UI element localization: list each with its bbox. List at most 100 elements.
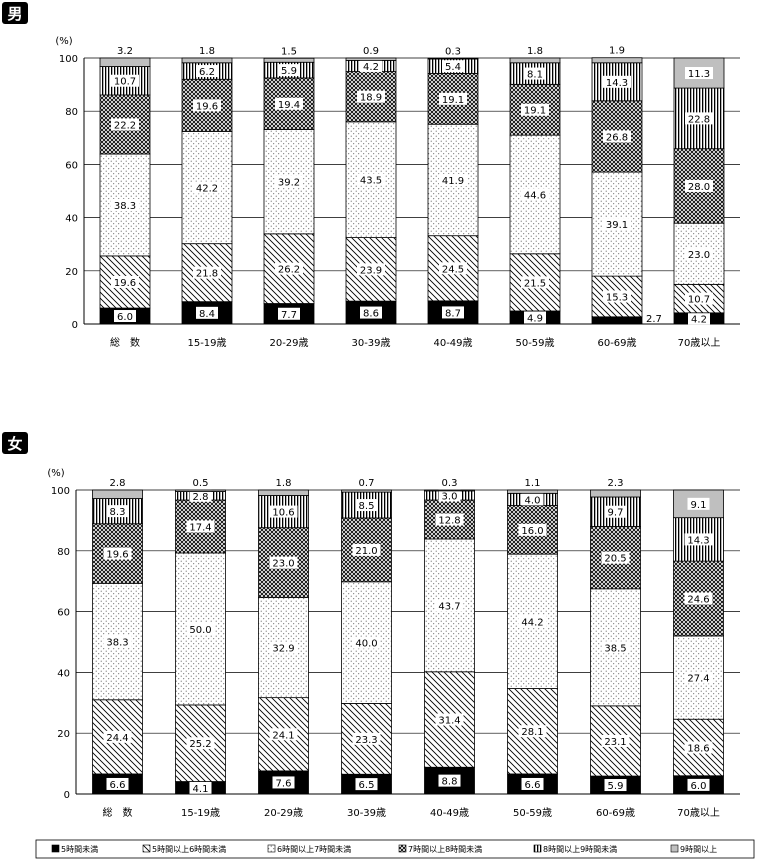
value-label-bg (604, 779, 627, 792)
value-label: 11.3 (688, 69, 710, 80)
female-badge-label: 女 (7, 435, 22, 453)
value-label: 19.1 (442, 95, 464, 106)
value-label: 1.8 (527, 46, 543, 57)
value-label-bg (685, 112, 713, 125)
value-label: 2.8 (110, 478, 126, 489)
value-label-bg (603, 130, 631, 143)
value-label-bg (521, 493, 544, 506)
value-label-bg (442, 60, 464, 73)
value-label: 10.7 (688, 295, 710, 306)
value-label: 8.8 (442, 777, 458, 788)
value-label: 4.1 (193, 784, 209, 795)
bar-segment (181, 57, 233, 64)
value-label: 6.6 (110, 780, 126, 791)
value-label-bg (278, 64, 300, 77)
value-label-bg (269, 556, 298, 569)
value-label: 8.6 (363, 309, 379, 320)
legend-swatch (398, 844, 407, 853)
value-label-bg (685, 179, 713, 192)
value-label-bg (111, 198, 139, 211)
value-label: 9.7 (608, 508, 624, 519)
value-label: 5.9 (281, 66, 297, 77)
value-label: 19.6 (106, 550, 128, 561)
value-label: 3.2 (117, 46, 133, 57)
value-label-bg (603, 290, 631, 303)
value-label: 10.7 (114, 77, 136, 88)
value-label-bg (357, 90, 385, 103)
value-label-bg (275, 97, 303, 110)
male-chart: (%) 0 20 40 60 80 100 6.0 19.6 38.3 22.2 10.7 3.2 総 数… (55, 36, 740, 349)
value-label: 12.8 (438, 515, 460, 526)
value-label-bg (103, 730, 132, 743)
y-axis-unit: (%) (55, 36, 72, 47)
value-label: 8.4 (199, 309, 215, 320)
value-label-bg (521, 276, 549, 289)
value-label-bg (684, 741, 713, 754)
value-label: 14.3 (606, 78, 628, 89)
value-label: 19.6 (196, 101, 218, 112)
value-label: 40.0 (355, 639, 377, 650)
value-label: 27.4 (687, 674, 709, 685)
value-label-bg (275, 262, 303, 275)
value-label-bg (278, 307, 300, 320)
y-tick-label: 40 (57, 668, 70, 679)
value-label: 2.3 (608, 478, 624, 489)
bar-segment (507, 489, 558, 494)
value-label: 8.1 (527, 70, 543, 81)
value-label: 19.1 (524, 106, 546, 117)
value-label-bg (360, 306, 382, 319)
value-label-bg (352, 636, 381, 649)
value-label: 23.1 (604, 737, 626, 748)
legend: 5時間未満 5時間以上6時間未満 6時間以上7時間未満 7時間以上8時間未満 8時間以上… (35, 839, 755, 859)
value-label-bg (189, 781, 212, 794)
value-label: 0.5 (193, 478, 209, 489)
value-label: 0.3 (445, 46, 461, 57)
value-label: 1.8 (276, 478, 292, 489)
value-label-bg (269, 641, 298, 654)
value-label-bg (688, 312, 710, 325)
value-label-bg (435, 513, 464, 526)
value-label: 7.6 (276, 778, 292, 789)
value-label: 38.3 (106, 638, 128, 649)
value-label-bg (111, 275, 139, 288)
value-label: 8.3 (110, 507, 126, 518)
value-label-bg (438, 489, 461, 502)
bar-segment (424, 489, 475, 492)
y-tick-label: 80 (57, 547, 70, 558)
value-label-bg (685, 67, 713, 80)
value-label-bg (601, 641, 630, 654)
legend-box (35, 839, 755, 859)
value-label: 5.9 (608, 781, 624, 792)
legend-label: 5時間以上6時間未満 (152, 844, 226, 854)
y-tick-label: 80 (65, 107, 78, 118)
value-label: 16.0 (521, 526, 543, 537)
bar-segment (341, 489, 392, 493)
value-label: 21.5 (524, 278, 546, 289)
y-tick-label: 60 (57, 608, 70, 619)
value-label: 2.7 (646, 314, 662, 325)
value-label-bg (186, 622, 215, 635)
value-label: 15.3 (606, 292, 628, 303)
value-label: 50.0 (189, 625, 211, 636)
female-chart: (%) 0 20 40 60 80 100 6.6 24.4 38.3 19.6 8.3 2.8 総 数 4… (47, 468, 740, 819)
bar-segment (673, 517, 724, 562)
value-label: 10.6 (272, 508, 294, 519)
value-label-bg (357, 173, 385, 186)
value-label-bg (193, 266, 221, 279)
value-label: 7.7 (281, 310, 297, 321)
value-label-bg (601, 551, 630, 564)
value-label-bg (435, 713, 464, 726)
value-label-bg (189, 489, 212, 502)
value-label: 28.1 (521, 727, 543, 738)
value-label-bg (435, 599, 464, 612)
value-label: 8.5 (359, 501, 375, 512)
bar-segment (591, 57, 643, 64)
category-label: 20-29歳 (269, 337, 308, 349)
bar-segment (175, 552, 226, 706)
value-label: 43.7 (438, 601, 460, 612)
value-label-bg (352, 543, 381, 556)
male-badge-label: 男 (7, 5, 22, 23)
value-label-bg (684, 592, 713, 605)
value-label-bg (275, 175, 303, 188)
value-label: 4.0 (525, 495, 541, 506)
